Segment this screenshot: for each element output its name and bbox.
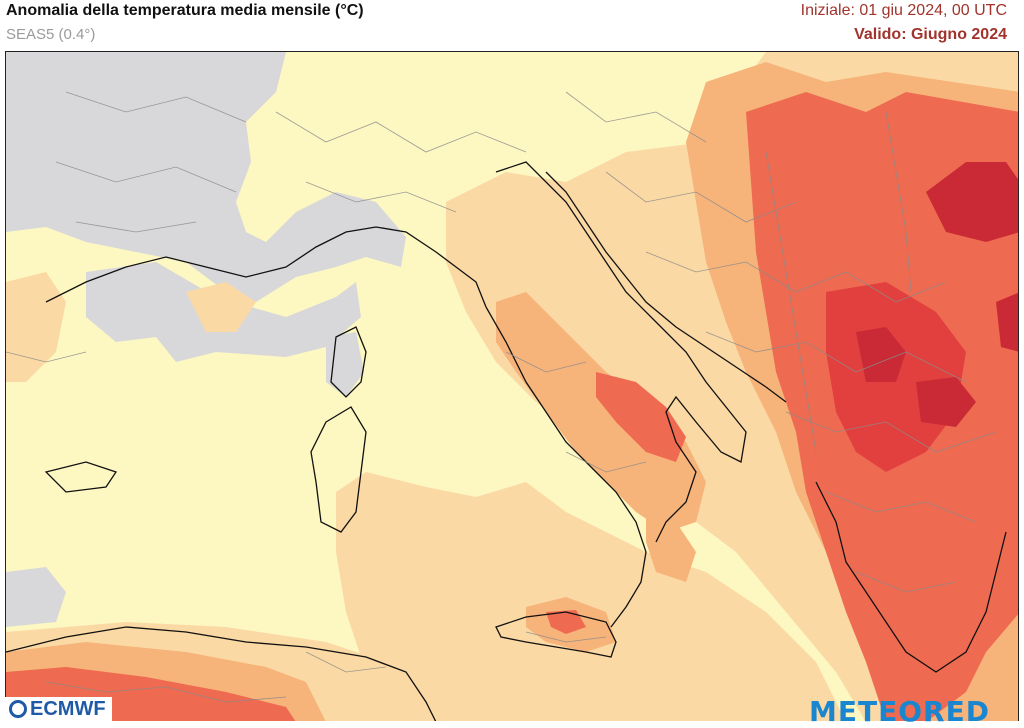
map-title: Anomalia della temperatura media mensile… bbox=[6, 2, 364, 19]
coast-africa bbox=[6, 626, 437, 721]
coastlines bbox=[6, 161, 1007, 721]
dark-red-core-east bbox=[996, 292, 1018, 352]
neutral-area-sardinia-west bbox=[326, 332, 364, 397]
coast-italy-tyrrhenian bbox=[485, 306, 647, 628]
neutral-area-france bbox=[6, 52, 406, 302]
meteored-logo: METEORED bbox=[809, 695, 990, 728]
orange-apennines bbox=[496, 292, 706, 532]
admin-borders bbox=[6, 91, 997, 703]
coast-corsica bbox=[330, 326, 367, 398]
coast-sicily bbox=[495, 611, 617, 658]
red-orange-puglia bbox=[596, 372, 686, 462]
valid-period: Valido: Giugno 2024 bbox=[854, 26, 1007, 43]
ecmwf-mark-icon bbox=[9, 700, 27, 718]
coast-france-liguria bbox=[45, 226, 487, 308]
anomaly-map[interactable] bbox=[5, 51, 1019, 721]
neutral-area-iberia-east bbox=[6, 567, 66, 627]
ecmwf-logo-text: ECMWF bbox=[30, 697, 106, 720]
dark-red-core-central bbox=[856, 327, 906, 382]
coast-balearics bbox=[44, 461, 118, 493]
init-time: Iniziale: 01 giu 2024, 00 UTC bbox=[800, 2, 1007, 19]
dark-red-core-bulgaria bbox=[916, 377, 976, 427]
map-canvas bbox=[6, 52, 1018, 721]
coast-greece bbox=[815, 481, 1007, 673]
header: Anomalia della temperatura media mensile… bbox=[0, 0, 1024, 50]
red-orange-sicily-core bbox=[546, 610, 586, 634]
orange-calabria bbox=[646, 512, 696, 582]
coast-croatia bbox=[545, 171, 787, 403]
coast-sardinia bbox=[310, 406, 367, 533]
model-subtitle: SEAS5 (0.4°) bbox=[6, 26, 96, 43]
light-orange-tyrrhenian bbox=[336, 472, 846, 721]
dark-red-core-north bbox=[926, 162, 1018, 242]
light-orange-south-france bbox=[186, 282, 256, 332]
ecmwf-logo: ECMWF bbox=[5, 697, 112, 721]
coast-italy-adriatic bbox=[495, 161, 747, 543]
